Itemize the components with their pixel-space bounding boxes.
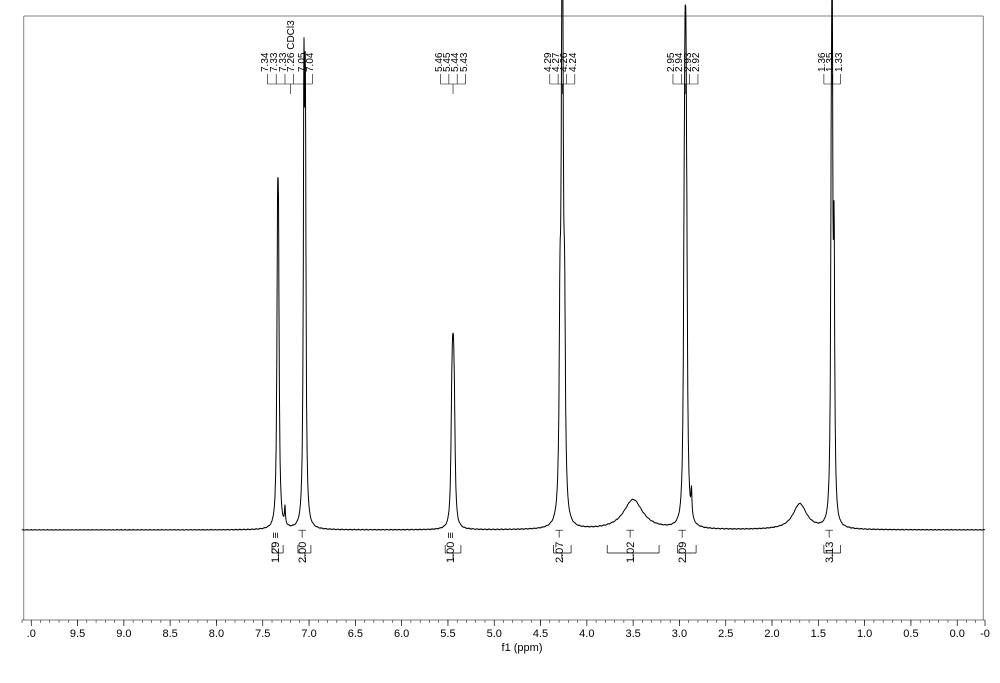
x-tick-label: 0.0	[950, 628, 965, 640]
x-tick-label: 2.0	[764, 628, 779, 640]
integration-label: 2.09 ⊣	[676, 529, 689, 563]
x-tick-label: -0	[980, 628, 990, 640]
integration-label: 1.29 ≡	[270, 532, 282, 563]
integration-label: 1.02 ⊣	[624, 529, 637, 563]
x-tick-label: 6.5	[348, 628, 363, 640]
peak-label: 2.92	[691, 53, 702, 72]
x-tick-label: 3.0	[672, 628, 687, 640]
x-tick-label: 7.0	[301, 628, 316, 640]
x-tick-label: 2.5	[718, 628, 733, 640]
spectrum-svg	[0, 0, 1000, 683]
integration-label: 3.13 ⊣	[823, 529, 836, 563]
x-tick-label: .0	[27, 628, 36, 640]
x-tick-label: 5.5	[440, 628, 455, 640]
x-tick-label: 4.5	[533, 628, 548, 640]
peak-label: 1.33	[834, 53, 845, 72]
peak-label: 7.04	[305, 53, 316, 72]
x-tick-label: 8.5	[162, 628, 177, 640]
x-tick-label: 8.0	[209, 628, 224, 640]
x-tick-label: 1.5	[811, 628, 826, 640]
x-tick-label: 7.5	[255, 628, 270, 640]
x-tick-label: 5.0	[487, 628, 502, 640]
integration-label: 2.00 ⊣	[296, 529, 309, 563]
integration-label: 2.07 ⊣	[553, 529, 566, 563]
x-tick-label: 0.5	[903, 628, 918, 640]
peak-label: 5.43	[459, 53, 470, 72]
peak-label: 4.24	[568, 53, 579, 72]
x-axis-title: f1 (ppm)	[502, 642, 543, 654]
x-tick-label: 9.0	[116, 628, 131, 640]
x-tick-label: 3.5	[625, 628, 640, 640]
peak-label: 7.26 CDCl3	[286, 20, 297, 72]
x-tick-label: 1.0	[857, 628, 872, 640]
x-tick-label: 6.0	[394, 628, 409, 640]
x-tick-label: 4.0	[579, 628, 594, 640]
integration-label: 1.00 ≡	[445, 532, 457, 563]
nmr-spectrum-figure: .0 9.5 9.0 8.5 8.0 7.5 7.0 6.5 6.0 5.5 5.0 4.5 4.0 3.…	[0, 0, 1000, 683]
x-tick-label: 9.5	[70, 628, 85, 640]
